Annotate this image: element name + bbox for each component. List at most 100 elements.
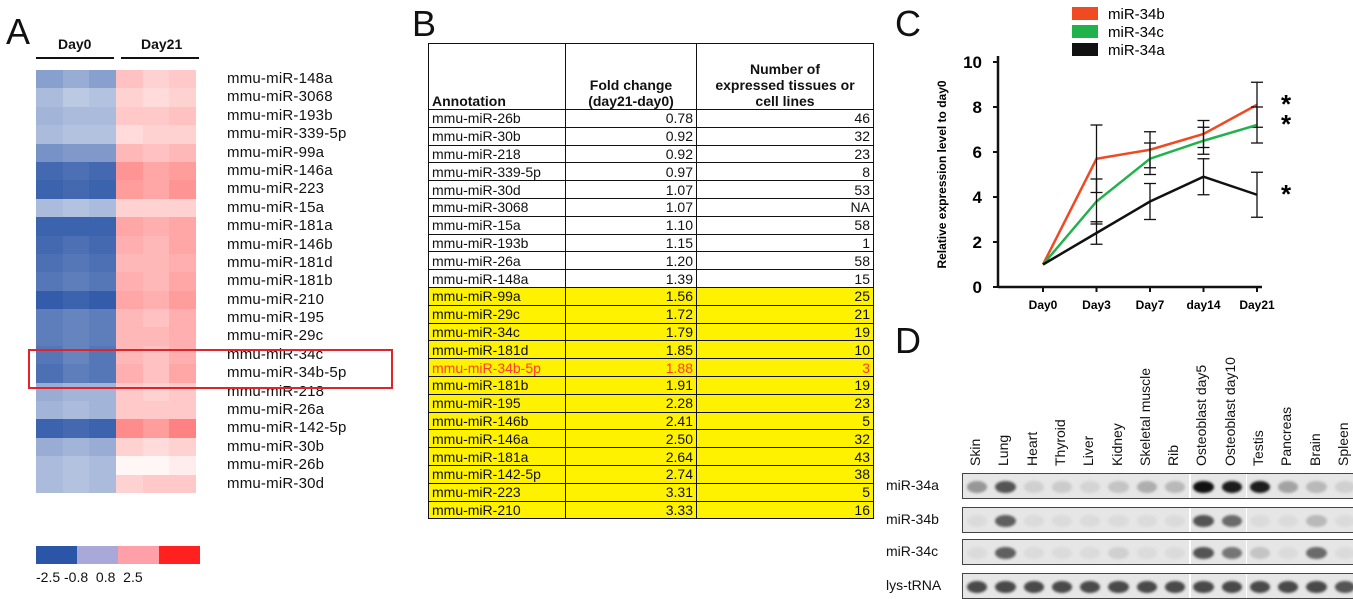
heatmap-cell <box>36 235 63 254</box>
table-cell-annotation: mmu-miR-26a <box>428 251 566 271</box>
table-cell-tissue-count: 58 <box>696 215 874 235</box>
table-cell-fold-change: 0.97 <box>565 162 697 182</box>
blot-band <box>1165 481 1186 493</box>
heatmap-cell <box>89 143 117 162</box>
heatmap-cell <box>36 327 63 346</box>
heatmap-cell <box>169 327 197 346</box>
heatmap-cell <box>116 161 143 181</box>
day0-group-line <box>36 57 114 59</box>
heatmap-cell <box>142 217 170 236</box>
table-cell-fold-change: 1.56 <box>565 286 697 306</box>
blot-band <box>1051 547 1073 559</box>
heatmap-cell <box>169 106 197 126</box>
blot-splice-line <box>1189 540 1191 564</box>
table-row: mmu-miR-34c 1.79 19 <box>428 322 874 342</box>
heatmap-cell <box>62 70 90 89</box>
heatmap-row-label: mmu-miR-181b <box>227 272 333 290</box>
legend-label: miR-34c <box>1108 24 1164 41</box>
blot-band <box>1136 515 1157 527</box>
table-cell-fold-change: 2.28 <box>565 393 697 413</box>
heatmap-cell <box>89 217 117 236</box>
table-cell-annotation: mmu-miR-99a <box>428 286 566 306</box>
heatmap-row <box>36 180 197 199</box>
heatmap-cell <box>62 253 90 273</box>
table-cell-tissue-count: 25 <box>696 286 874 306</box>
legend-label: miR-34a <box>1108 42 1165 59</box>
x-tick-label: Day21 <box>1239 298 1275 312</box>
heatmap-cell <box>142 401 170 420</box>
heatmap-row <box>36 253 197 273</box>
table-cell-annotation: mmu-miR-30b <box>428 126 566 146</box>
table-cell-tissue-count: 32 <box>696 429 874 449</box>
table-row: mmu-miR-30d 1.07 53 <box>428 180 874 199</box>
table-cell-annotation: mmu-miR-181a <box>428 447 566 466</box>
table-cell-tissue-count: 46 <box>696 109 874 128</box>
heatmap-cell <box>36 474 63 493</box>
blot-band <box>1278 515 1299 527</box>
heatmap-cell <box>62 309 90 328</box>
table-cell-tissue-count: 1 <box>696 233 874 253</box>
heatmap-row-label: mmu-miR-193b <box>227 106 333 124</box>
header-fold-change: Fold change (day21-day0) <box>565 43 697 110</box>
panel-a-letter: A <box>6 11 31 52</box>
heatmap-cell <box>62 364 90 383</box>
y-tick-label: 8 <box>973 98 982 117</box>
heatmap-cell <box>62 180 90 199</box>
blot-band <box>1334 515 1353 527</box>
blot-band <box>1136 581 1157 593</box>
heatmap-cell <box>142 253 170 273</box>
blot-band <box>1023 547 1044 559</box>
table-row: mmu-miR-218 0.92 23 <box>428 144 874 164</box>
table-header-row: Annotation Fold change (day21-day0) Numb… <box>428 43 874 110</box>
heatmap-cell <box>142 419 170 438</box>
table-cell-tissue-count: 23 <box>696 393 874 413</box>
heatmap-cell <box>89 125 117 144</box>
table-row: mmu-miR-146a 2.50 32 <box>428 429 874 449</box>
heatmap-cell <box>142 272 170 291</box>
table-cell-fold-change: 3.31 <box>565 482 697 502</box>
heatmap-cell <box>62 272 90 291</box>
y-axis-label: Relative expression level to day0 <box>935 80 949 268</box>
heatmap-row-label: mmu-miR-146b <box>227 235 333 253</box>
blot-band <box>967 581 988 593</box>
blot-lane-label: Kidney <box>1108 423 1125 466</box>
table-cell-annotation: mmu-miR-3068 <box>428 197 566 217</box>
table-cell-tissue-count: 5 <box>696 411 874 431</box>
table-cell-tissue-count: 3 <box>696 358 874 377</box>
table-cell-annotation: mmu-miR-210 <box>428 500 566 520</box>
table-cell-annotation: mmu-miR-146b <box>428 411 566 431</box>
table-row: mmu-miR-181a 2.64 43 <box>428 447 874 466</box>
blot-band <box>1051 515 1073 527</box>
panel-d-letter: D <box>895 320 921 361</box>
significance-star: * <box>1281 179 1292 209</box>
heatmap-cell <box>169 70 197 89</box>
blot-splice-line <box>1189 574 1191 598</box>
blot-band <box>1108 547 1129 559</box>
header-annotation: Annotation <box>428 43 566 110</box>
blot-band <box>1334 581 1353 593</box>
heatmap-row-label: mmu-miR-26b <box>227 456 325 474</box>
heatmap-cell <box>36 253 63 273</box>
table-cell-fold-change: 1.91 <box>565 375 697 395</box>
table-cell-annotation: mmu-miR-181d <box>428 340 566 360</box>
heatmap-cell <box>89 235 117 254</box>
table-cell-tissue-count: 16 <box>696 500 874 520</box>
table-cell-tissue-count: 21 <box>696 304 874 324</box>
heatmap-cell <box>62 437 90 457</box>
blot-band <box>1249 515 1271 527</box>
heatmap-row <box>36 364 197 383</box>
table-cell-annotation: mmu-miR-181b <box>428 375 566 395</box>
table-row: mmu-miR-3068 1.07 NA <box>428 197 874 217</box>
heatmap-cell <box>36 290 63 310</box>
heatmap-cell <box>142 143 170 162</box>
heatmap-cell <box>89 419 117 438</box>
heatmap-row-label: mmu-miR-218 <box>227 382 325 400</box>
table-cell-annotation: mmu-miR-15a <box>428 215 566 235</box>
table-cell-fold-change: 2.74 <box>565 464 697 484</box>
table-row: mmu-miR-146b 2.41 5 <box>428 411 874 431</box>
table-row: mmu-miR-29c 1.72 21 <box>428 304 874 324</box>
blot-splice-line <box>1245 508 1248 532</box>
heatmap-cell <box>36 401 63 420</box>
y-tick-label: 0 <box>973 278 982 297</box>
blot-lane-label: Brain <box>1306 433 1323 466</box>
